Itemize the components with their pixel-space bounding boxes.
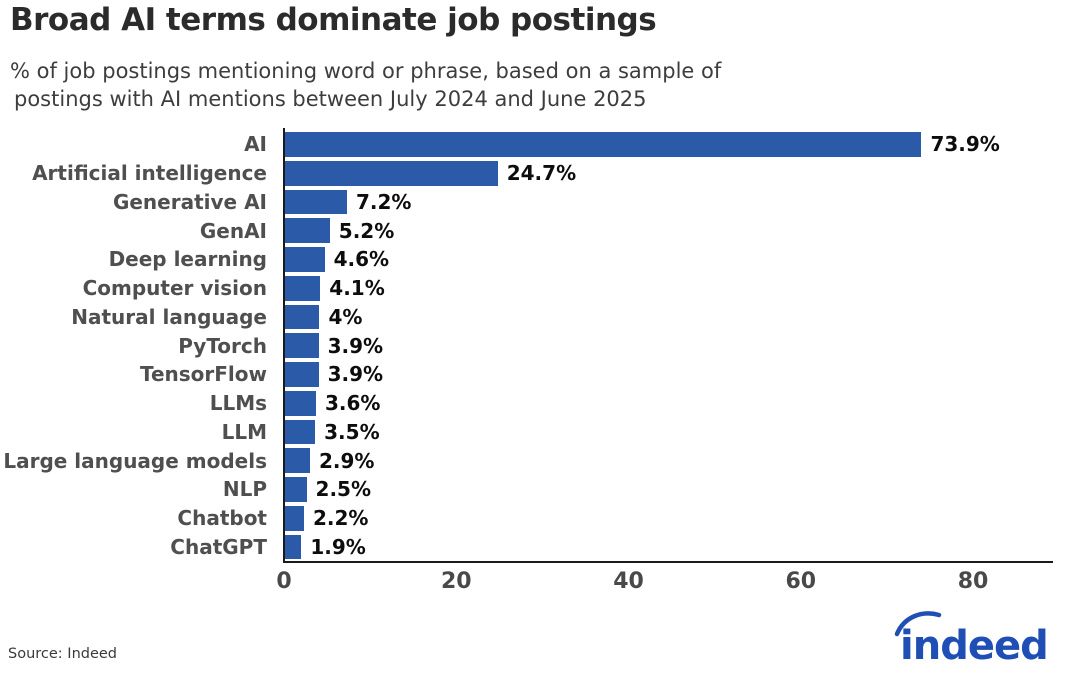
value-label: 24.7%: [506, 161, 577, 186]
x-tick-label: 0: [276, 569, 292, 594]
bar-zone: 3.6%: [276, 389, 1056, 418]
chart-title: Broad AI terms dominate job postings: [10, 2, 657, 38]
chart-row: Chatbot 2.2%: [0, 504, 1056, 533]
category-label: ChatGPT: [170, 534, 267, 559]
bar-zone: 4.1%: [276, 274, 1056, 303]
chart-row: GenAI 5.2%: [0, 216, 1056, 245]
bar-zone: 7.2%: [276, 188, 1056, 217]
bar-zone: 4.6%: [276, 245, 1056, 274]
bar-zone: 3.9%: [276, 360, 1056, 389]
bar: [285, 477, 307, 502]
bar-zone: 24.7%: [276, 159, 1056, 188]
chart-row: PyTorch 3.9%: [0, 331, 1056, 360]
chart-row: LLM 3.5%: [0, 418, 1056, 447]
x-tick-label: 40: [613, 569, 644, 594]
bar: [285, 218, 330, 243]
bar: [285, 333, 319, 358]
y-axis-line: [283, 128, 285, 563]
chart-row: Natural language 4%: [0, 303, 1056, 332]
bar-zone: 1.9%: [276, 533, 1056, 562]
category-label: TensorFlow: [139, 362, 267, 387]
category-label: Generative AI: [112, 189, 267, 214]
category-label: Natural language: [71, 304, 267, 329]
indeed-logo-text: indeed: [900, 623, 1048, 669]
bar: [285, 132, 922, 157]
chart-row: Computer vision 4.1%: [0, 274, 1056, 303]
category-label: Deep learning: [108, 247, 267, 272]
chart-row: ChatGPT 1.9%: [0, 533, 1056, 562]
value-label: 4%: [328, 304, 363, 329]
chart-rows: AI 73.9% Artificial intelligence 24.7% Gener…: [0, 130, 1056, 561]
bar-zone: 3.9%: [276, 331, 1056, 360]
chart-row: Deep learning 4.6%: [0, 245, 1056, 274]
bar: [285, 534, 302, 560]
chart-row: TensorFlow 3.9%: [0, 360, 1056, 389]
bar: [285, 505, 304, 531]
category-label: Artificial intelligence: [32, 161, 267, 186]
category-label: NLP: [222, 477, 267, 502]
chart-row: Artificial intelligence 24.7%: [0, 159, 1056, 188]
bar-zone: 2.9%: [276, 446, 1056, 475]
category-label: Computer vision: [82, 276, 267, 301]
bar: [285, 189, 347, 215]
source-attribution: Source: Indeed: [8, 646, 118, 662]
value-label: 4.6%: [333, 247, 390, 272]
bar-zone: 3.5%: [276, 418, 1056, 447]
x-tick-label: 20: [440, 569, 472, 594]
value-label: 4.1%: [329, 276, 385, 301]
bar-zone: 4%: [276, 303, 1056, 332]
value-label: 7.2%: [356, 189, 412, 214]
bar: [285, 390, 316, 416]
value-label: 3.6%: [325, 391, 381, 416]
bar-chart: AI 73.9% Artificial intelligence 24.7% Gener…: [0, 128, 1070, 608]
x-tick-label: 60: [785, 569, 817, 594]
value-label: 2.9%: [318, 448, 375, 473]
category-label: Chatbot: [177, 506, 267, 531]
value-label: 3.5%: [324, 419, 380, 444]
chart-row: Generative AI 7.2%: [0, 188, 1056, 217]
category-label: LLMs: [209, 391, 267, 416]
bar-zone: 5.2%: [276, 216, 1056, 245]
chart-row: Large language models 2.9%: [0, 446, 1056, 475]
value-label: 1.9%: [310, 534, 366, 559]
chart-subtitle: % of job postings mentioning word or phr…: [10, 57, 721, 113]
bar-zone: 2.2%: [276, 504, 1056, 533]
indeed-logo-swoosh-icon: [894, 611, 942, 637]
bar: [285, 160, 498, 186]
value-label: 2.5%: [315, 477, 371, 502]
chart-row: LLMs 3.6%: [0, 389, 1056, 418]
indeed-logo: indeed: [894, 611, 1049, 669]
chart-row: AI 73.9%: [0, 130, 1056, 159]
x-axis-line: [283, 561, 1053, 563]
bar: [285, 304, 320, 330]
bar-zone: 73.9%: [276, 130, 1056, 159]
bar: [285, 247, 325, 272]
category-label: GenAI: [199, 218, 267, 243]
bar-zone: 2.5%: [276, 475, 1056, 504]
category-label: AI: [244, 132, 267, 157]
value-label: 2.2%: [312, 506, 369, 531]
chart-row: NLP 2.5%: [0, 475, 1056, 504]
chart-subtitle-line1: % of job postings mentioning word or phr…: [10, 59, 722, 83]
value-label: 73.9%: [930, 132, 1000, 157]
bar: [285, 448, 310, 473]
bar: [285, 419, 316, 445]
category-label: LLM: [221, 419, 267, 444]
category-label: PyTorch: [178, 333, 267, 358]
bar: [285, 362, 319, 387]
value-label: 3.9%: [327, 333, 384, 358]
value-label: 5.2%: [338, 218, 395, 243]
category-label: Large language models: [3, 448, 267, 473]
bar: [285, 275, 321, 301]
value-label: 3.9%: [327, 362, 384, 387]
x-tick-label: 80: [957, 569, 989, 594]
chart-subtitle-line2: postings with AI mentions between July 2…: [14, 87, 647, 111]
